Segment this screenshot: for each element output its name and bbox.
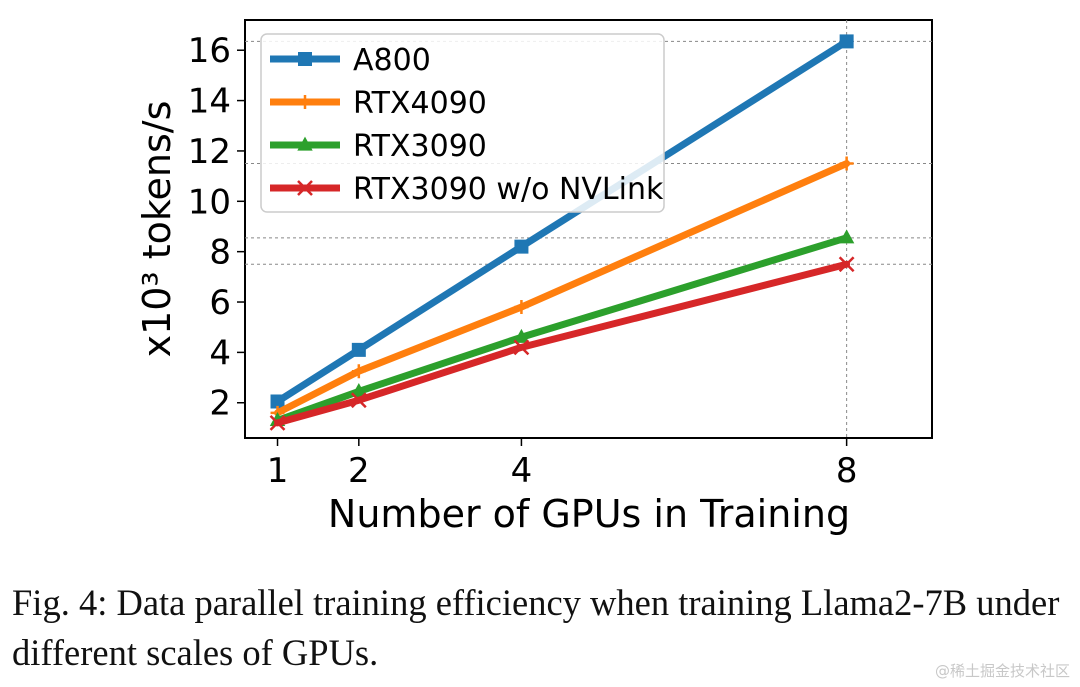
y-axis-label: x10³ tokens/s — [135, 101, 179, 358]
series-rtx4090 — [270, 156, 854, 420]
data-point — [351, 342, 366, 357]
legend-label: A800 — [353, 43, 431, 78]
y-tick-label: 8 — [209, 233, 231, 273]
legend-marker — [297, 136, 313, 151]
legend-marker — [298, 52, 312, 66]
x-tick-label: 8 — [836, 451, 858, 491]
data-point — [514, 300, 529, 315]
data-point — [839, 156, 854, 171]
legend-box — [260, 33, 665, 213]
x-axis-ticks: 1 2 4 8 — [267, 438, 858, 491]
series-layer — [269, 34, 855, 431]
figure-caption: Fig. 4: Data parallel training efficienc… — [12, 582, 1060, 673]
data-point — [513, 328, 530, 343]
legend-label: RTX4090 — [353, 86, 487, 121]
y-tick-label: 10 — [188, 182, 231, 222]
x-tick-label: 2 — [348, 451, 370, 491]
series-line — [274, 234, 851, 424]
legend-item: A800 — [270, 43, 431, 78]
x-tick-label: 4 — [511, 451, 533, 491]
data-point — [350, 392, 367, 409]
data-point — [514, 239, 529, 254]
series-line — [274, 37, 851, 405]
legend-item: RTX3090 w/o NVLink — [270, 172, 664, 207]
y-tick-label: 14 — [188, 82, 231, 122]
data-point — [270, 394, 285, 409]
x-tick-label: 1 — [267, 451, 289, 491]
legend-label: RTX3090 w/o NVLink — [353, 172, 664, 207]
y-tick-label: 16 — [188, 31, 231, 71]
y-tick-label: 4 — [209, 333, 231, 373]
y-tick-label: 6 — [209, 283, 231, 323]
legend: A800 RTX4090 RTX3090 RTX3090 w/o NVLink — [260, 33, 665, 213]
data-point — [838, 256, 855, 273]
series-rtx3090-w-o-nvlink — [269, 256, 855, 431]
data-point — [351, 383, 367, 398]
series-line — [274, 160, 851, 417]
legend-item: RTX3090 — [270, 129, 487, 164]
y-axis-ticks: 2 4 6 8 10 12 14 16 — [188, 31, 245, 424]
legend-marker — [297, 180, 313, 196]
y-tick-label: 12 — [188, 132, 231, 172]
legend-label: RTX3090 — [353, 129, 487, 164]
legend-marker — [298, 95, 312, 109]
data-point — [839, 34, 854, 49]
y-tick-label: 2 — [209, 384, 231, 424]
x-axis-label: Number of GPUs in Training — [328, 492, 850, 536]
data-point — [351, 364, 366, 379]
series-a800 — [270, 34, 854, 409]
data-point — [838, 229, 855, 244]
data-point — [513, 339, 530, 356]
data-point — [269, 415, 286, 431]
series-line — [274, 260, 851, 427]
watermark: @稀土掘金技术社区 — [934, 662, 1070, 680]
legend-item: RTX4090 — [270, 86, 487, 121]
